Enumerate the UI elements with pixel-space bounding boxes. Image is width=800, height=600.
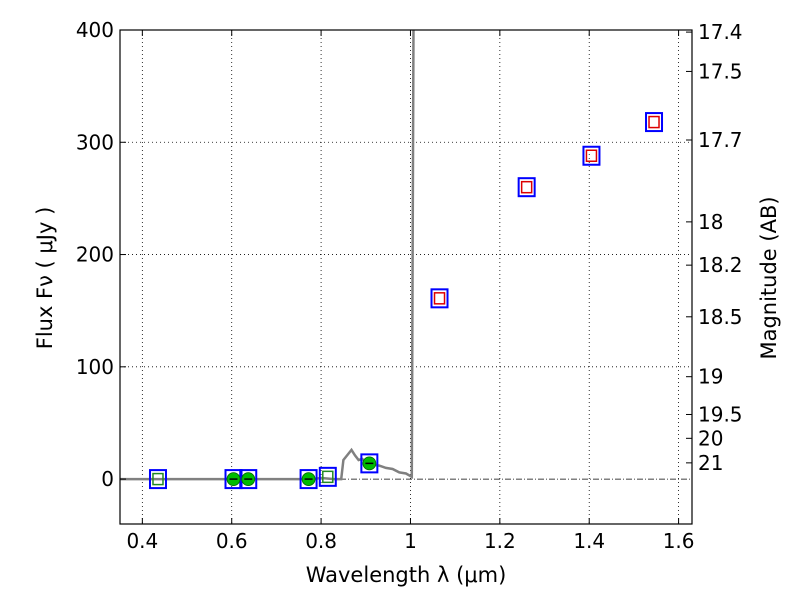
y-tick-label: 300 (76, 130, 114, 154)
observed-flux-marker (299, 469, 318, 490)
x-tick-label: 1 (404, 529, 417, 553)
observed-flux-marker (517, 177, 536, 198)
observed-flux-marker (318, 466, 337, 487)
observed-flux-marker (582, 145, 601, 166)
y-tick-label: 100 (76, 355, 114, 379)
x-tick-label: 0.4 (126, 529, 158, 553)
model-flux-marker (433, 292, 446, 305)
mag-tick-label: 21 (698, 451, 723, 475)
mag-tick-label: 20 (698, 426, 723, 450)
mag-tick-label: 18 (698, 210, 723, 234)
mag-tick-label: 19.5 (698, 402, 743, 426)
x-tick-label: 1.4 (573, 529, 605, 553)
model-flux-marker (322, 470, 334, 484)
observed-flux-marker (360, 453, 379, 474)
model-flux-marker (152, 472, 164, 486)
model-flux-marker (585, 149, 598, 162)
y-axis-title: Flux Fν ( μJy ) (33, 207, 57, 350)
y-tick-label: 400 (76, 18, 114, 42)
axis-ticks: 0.4 0.6 0.8 1 1.2 1.4 1.6 0 100 200 300 400 17.4 17.5… (76, 18, 743, 553)
observed-flux-marker (430, 288, 449, 309)
mag-tick-label: 18.2 (698, 253, 743, 277)
model-flux-marker (520, 180, 533, 194)
x-axis-title: Wavelength λ (μm) (306, 563, 507, 587)
y-tick-label: 200 (76, 243, 114, 267)
mag-tick-label: 18.5 (698, 305, 743, 329)
x-tick-label: 0.6 (216, 529, 248, 553)
grid-lines (120, 30, 692, 524)
mag-tick-label: 17.4 (698, 20, 743, 44)
magnitude-axis-title: Magnitude (AB) (757, 196, 781, 359)
x-tick-label: 1.2 (484, 529, 516, 553)
mag-tick-label: 17.5 (698, 59, 743, 83)
x-tick-label: 0.8 (305, 529, 337, 553)
model-flux-marker (648, 115, 660, 129)
observed-flux-marker (645, 112, 664, 133)
mag-tick-label: 17.7 (698, 128, 743, 152)
mag-tick-label: 19 (698, 365, 723, 389)
observed-flux-marker (148, 469, 167, 490)
y-tick-label: 0 (101, 467, 114, 491)
model-spectrum-line (120, 30, 415, 481)
x-tick-label: 1.6 (663, 529, 695, 553)
plot-frame (119, 29, 693, 525)
plot-area (120, 30, 692, 490)
